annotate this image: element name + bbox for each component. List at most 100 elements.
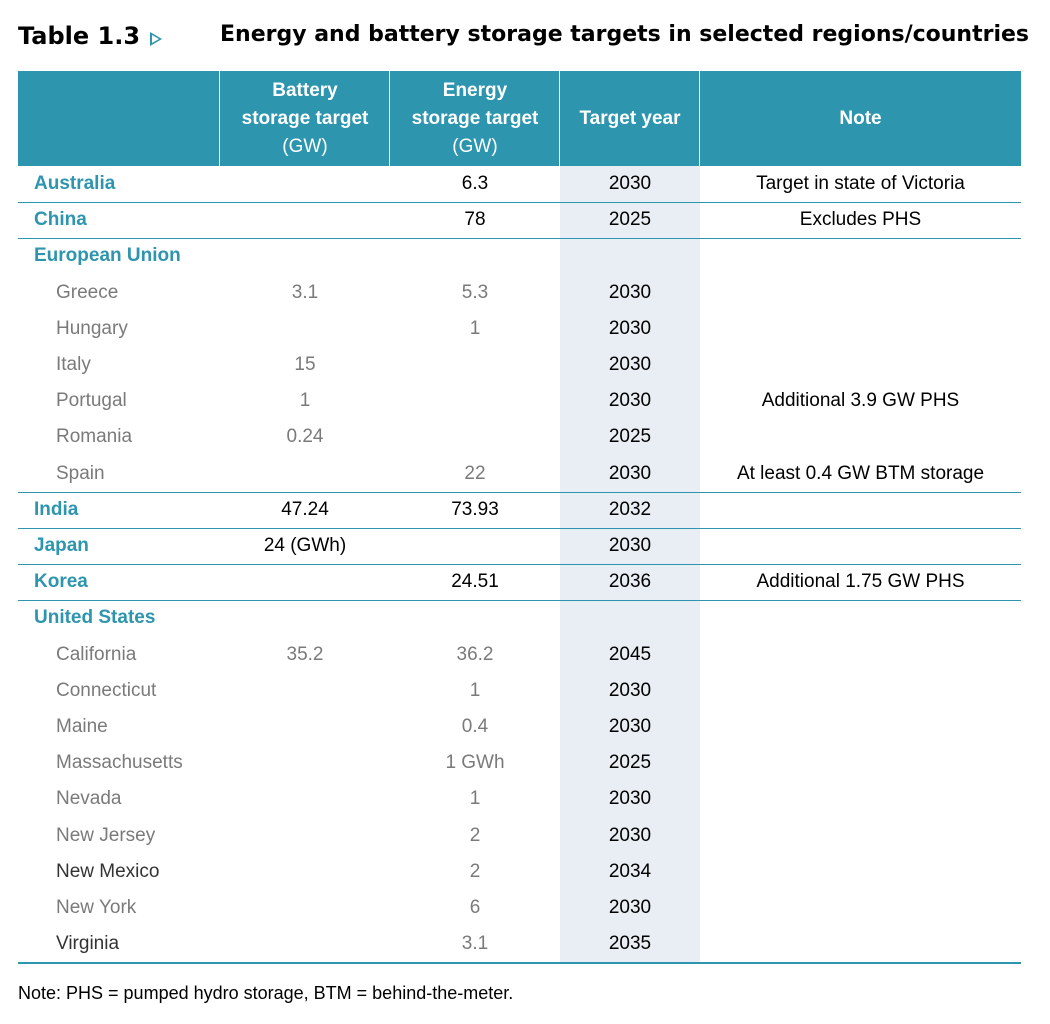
energy-target-cell: 6.3: [461, 173, 489, 194]
row-divider: [18, 528, 1021, 529]
target-year-cell: 2030: [608, 281, 652, 303]
energy-target-cell: 36.2: [456, 643, 494, 665]
table-row: Korea 24.51 2036 Additional 1.75 GW PHS: [18, 564, 1021, 600]
energy-target-cell: 78: [464, 209, 486, 231]
table-row: Massachusetts 1 GWh 2025: [18, 745, 1021, 781]
target-year-cell: 2030: [608, 897, 652, 918]
note-cell: Target in state of Victoria: [756, 173, 965, 194]
note-cell: [700, 745, 1021, 781]
energy-target-cell: 0.4: [461, 716, 489, 737]
row-name: Virginia: [56, 933, 120, 955]
note-cell: [700, 238, 1021, 274]
note-cell: [700, 781, 1021, 817]
table-row: Maine 0.4 2030: [18, 709, 1021, 745]
header-energy-line2: storage target: [411, 107, 539, 129]
battery-target-cell: [220, 238, 390, 274]
battery-target-cell: [220, 600, 390, 636]
table-label: Table 1.3: [18, 22, 141, 50]
row-divider: [18, 202, 1021, 204]
targets-table: Battery storage target (GW) Energy storage …: [18, 71, 1021, 965]
table-row: New Mexico 2 2034: [18, 854, 1021, 890]
note-cell: [700, 818, 1021, 854]
header-note: Note: [839, 107, 882, 129]
table-row: Spain 22 2030 At least 0.4 GW BTM storage: [18, 456, 1021, 492]
note-cell: At least 0.4 GW BTM storage: [736, 462, 985, 484]
battery-target-cell: [220, 673, 390, 709]
energy-target-cell: [390, 528, 560, 564]
row-name: Massachusetts: [56, 752, 183, 774]
table-row: India 47.24 73.93 2032: [18, 492, 1021, 528]
row-name: Portugal: [56, 390, 127, 412]
table-row: New Jersey 2 2030: [18, 818, 1021, 854]
target-year-cell: 2025: [608, 209, 652, 231]
row-name: Korea: [34, 571, 88, 593]
note-cell: [700, 419, 1021, 455]
target-year-cell: 2025: [608, 752, 652, 774]
table-row: United States: [18, 600, 1021, 636]
header-energy-target: Energy storage target (GW): [390, 71, 560, 166]
row-name: Spain: [56, 462, 105, 484]
energy-target-cell: 24.51: [451, 571, 499, 593]
table-row: Nevada 1 2030: [18, 781, 1021, 817]
row-name: United States: [34, 607, 156, 629]
battery-target-cell: [220, 564, 390, 600]
header-battery-line3: (GW): [282, 135, 328, 157]
target-year-cell: [560, 600, 700, 636]
battery-target-cell: 35.2: [286, 643, 324, 665]
header-battery-line1: Battery: [272, 79, 338, 101]
row-divider: [18, 600, 1021, 602]
note-cell: [700, 637, 1021, 673]
energy-target-cell: [390, 347, 560, 383]
table-title: Energy and battery storage targets in se…: [220, 22, 1030, 47]
note-cell: Additional 3.9 GW PHS: [761, 390, 960, 412]
row-divider: [18, 491, 1021, 493]
header-battery-target: Battery storage target (GW): [220, 71, 390, 166]
target-year-cell: 2025: [608, 426, 652, 448]
target-year-cell: 2030: [608, 462, 652, 484]
footnote: Note: PHS = pumped hydro storage, BTM = …: [18, 983, 514, 1003]
energy-target-cell: 2: [469, 824, 481, 846]
battery-target-cell: [220, 311, 390, 347]
row-divider: [18, 564, 1021, 566]
table-row: Hungary 1 2030: [18, 311, 1021, 347]
target-year-cell: 2035: [608, 933, 652, 955]
energy-target-cell: 1: [469, 679, 481, 701]
target-year-cell: 2030: [608, 679, 652, 701]
row-name: Greece: [56, 281, 119, 303]
note-cell: [700, 854, 1021, 890]
target-year-cell: 2030: [608, 716, 652, 737]
note-cell: [700, 528, 1021, 564]
target-year-cell: 2036: [608, 571, 652, 593]
battery-target-cell: 24 (GWh): [263, 535, 347, 556]
energy-target-cell: [390, 383, 560, 419]
note-cell: [700, 709, 1021, 745]
table-row: European Union: [18, 238, 1021, 274]
energy-target-cell: 1: [469, 788, 481, 810]
energy-target-cell: 2: [469, 860, 481, 882]
battery-target-cell: [220, 890, 390, 926]
target-year-cell: 2030: [608, 788, 652, 810]
row-name: California: [56, 643, 137, 665]
table-row: Italy 15 2030: [18, 347, 1021, 383]
header-target-year: Target year: [579, 107, 681, 129]
header-energy-line1: Energy: [442, 79, 508, 101]
table-row: Connecticut 1 2030: [18, 673, 1021, 709]
battery-target-cell: 15: [294, 354, 316, 375]
row-name: Australia: [34, 173, 116, 194]
note-cell: [700, 492, 1021, 528]
header-divider: [699, 71, 700, 166]
battery-target-cell: [220, 202, 390, 238]
battery-target-cell: [220, 709, 390, 745]
battery-target-cell: [220, 818, 390, 854]
row-name: India: [34, 498, 79, 520]
battery-target-cell: 1: [299, 390, 311, 412]
target-year-cell: 2034: [608, 860, 652, 882]
note-cell: Excludes PHS: [799, 209, 922, 231]
energy-target-cell: 73.93: [451, 498, 499, 520]
table-row: California 35.2 36.2 2045: [18, 637, 1021, 673]
table-row: Portugal 1 2030 Additional 3.9 GW PHS: [18, 383, 1021, 419]
energy-target-cell: 1 GWh: [445, 752, 505, 774]
target-year-cell: 2030: [608, 173, 652, 194]
row-name: Romania: [56, 426, 133, 448]
battery-target-cell: [220, 854, 390, 890]
